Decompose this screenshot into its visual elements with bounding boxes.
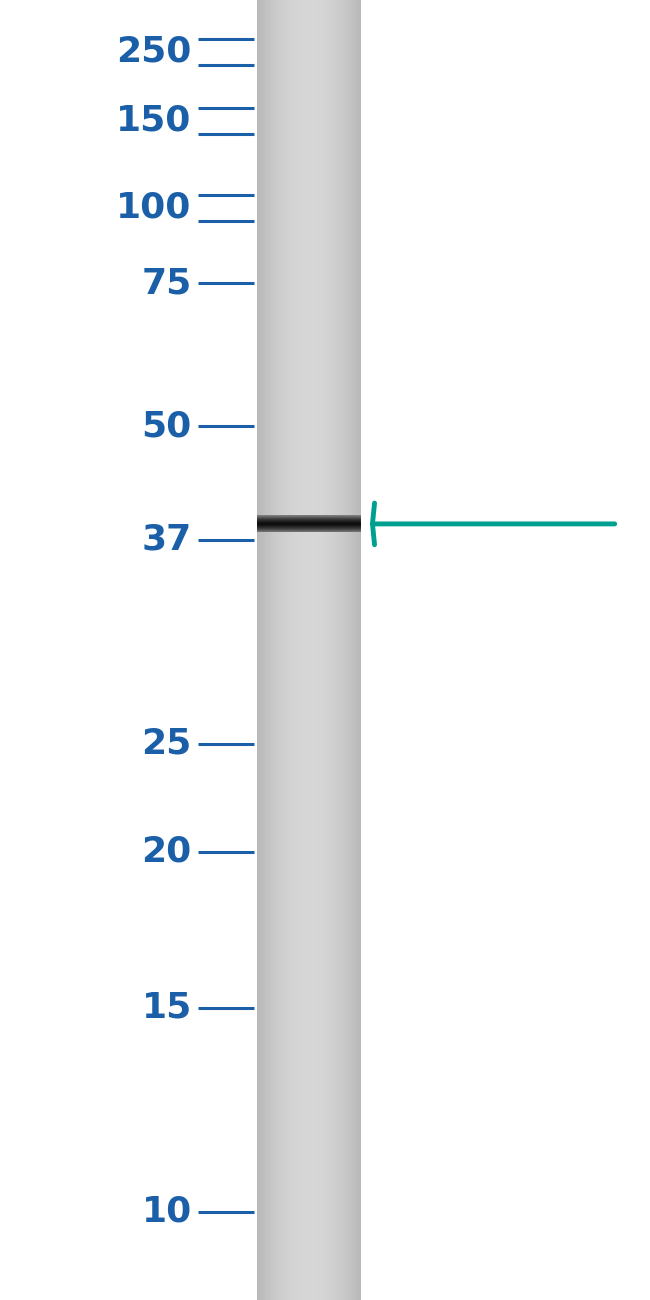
Text: 25: 25 <box>142 727 192 760</box>
Text: 50: 50 <box>142 410 192 443</box>
Text: 250: 250 <box>116 35 192 69</box>
Text: 15: 15 <box>142 991 192 1024</box>
Text: 37: 37 <box>142 523 192 556</box>
Text: 150: 150 <box>116 104 192 138</box>
Text: 100: 100 <box>116 191 192 225</box>
Text: 20: 20 <box>142 835 192 868</box>
Text: 75: 75 <box>142 266 192 300</box>
Text: 10: 10 <box>142 1195 192 1228</box>
